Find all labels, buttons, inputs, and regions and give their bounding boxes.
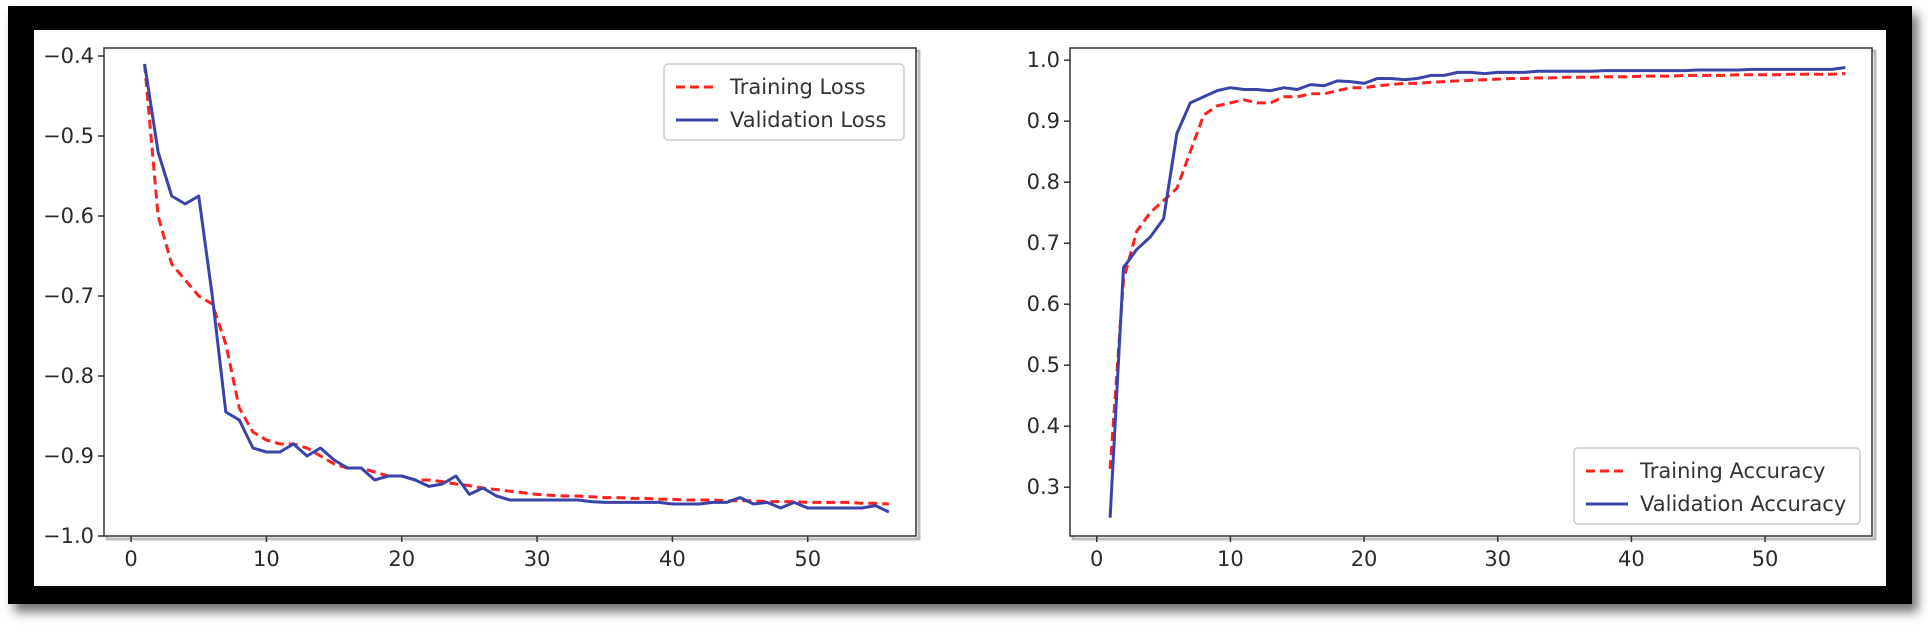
y-tick-label: 0.9 [1027,109,1060,133]
legend-box [663,63,905,141]
chart-panel-1: 0 10 20 30 40 50 −0.4 −0.5 −0.6 −0.7 −0.8 −0.9 −1.0 T… [43,44,921,571]
x-tick-label: 0 [1090,547,1103,571]
legend: Training Loss Validation Loss [663,63,905,141]
series-line-training-accuracy [1108,72,1846,470]
x-tick-label: 40 [659,547,686,571]
y-tick-label: −0.9 [43,444,94,468]
y-tick-label: −0.6 [43,204,94,228]
x-tick-label: 20 [388,547,415,571]
y-tick-label: −0.8 [43,364,94,388]
figure-frame: 0 10 20 30 40 50 −0.4 −0.5 −0.6 −0.7 −0.8 −0.9 −1.0 T… [8,6,1912,604]
y-tick-label: −0.4 [43,44,94,68]
y-tick-label: −0.7 [43,284,94,308]
x-tick-label: 10 [1217,547,1244,571]
x-tick-label: 20 [1351,547,1378,571]
y-tick-label: 0.3 [1027,475,1060,499]
x-tick-label: 0 [124,547,137,571]
x-tick-label: 30 [524,547,551,571]
y-tick-label: 0.6 [1027,292,1060,316]
figure-canvas: 0 10 20 30 40 50 −0.4 −0.5 −0.6 −0.7 −0.8 −0.9 −1.0 T… [34,30,1886,586]
legend-label: Validation Loss [730,108,886,132]
legend-label: Training Accuracy [1639,459,1825,483]
y-tick-label: 1.0 [1027,48,1060,72]
loss-accuracy-figure: 0 10 20 30 40 50 −0.4 −0.5 −0.6 −0.7 −0.8 −0.9 −1.0 T… [43,44,1877,571]
legend: Training Accuracy Validation Accuracy [1573,447,1861,525]
y-tick-label: 0.8 [1027,170,1060,194]
x-tick-label: 40 [1618,547,1645,571]
legend-label: Training Loss [729,75,866,99]
x-tick-label: 50 [1752,547,1779,571]
x-tick-label: 50 [794,547,821,571]
series-line-validation-loss [143,63,890,514]
legend-box [1573,447,1861,525]
x-tick-label: 30 [1484,547,1511,571]
chart-panel-2: 0 10 20 30 40 50 0.3 0.4 0.5 0.6 0.7 0.8 0.9 1.0 Train… [1027,47,1877,571]
legend-label: Validation Accuracy [1640,492,1846,516]
series-line-validation-accuracy [1108,66,1846,518]
y-tick-label: 0.4 [1027,414,1060,438]
x-tick-label: 10 [253,547,280,571]
y-tick-label: 0.5 [1027,353,1060,377]
y-tick-label: 0.7 [1027,231,1060,255]
y-tick-label: −0.5 [43,124,94,148]
y-tick-label: −1.0 [43,524,94,548]
